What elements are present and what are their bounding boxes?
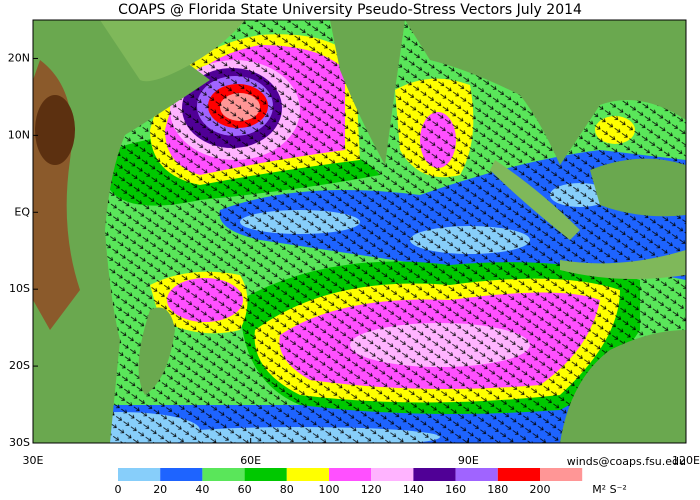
colorbar-label: 100	[319, 483, 340, 496]
map-field	[33, 20, 686, 443]
colorbar-label: 160	[445, 483, 466, 496]
lon-tick-label: 120E	[672, 454, 700, 467]
colorbar-swatch	[244, 468, 287, 481]
colorbar-label: 120	[361, 483, 382, 496]
colorbar-label: 20	[153, 483, 167, 496]
colorbar-label: 180	[487, 483, 508, 496]
colorbar-unit: M² S⁻²	[592, 483, 627, 496]
colorbar-swatch	[371, 468, 414, 481]
colorbar-swatch	[118, 468, 161, 481]
colorbar-label: 40	[195, 483, 209, 496]
lat-tick-label: EQ	[14, 205, 30, 218]
colorbar-label: 140	[403, 483, 424, 496]
lat-tick-label: 20S	[9, 359, 30, 372]
lat-tick-label: 20N	[8, 51, 30, 64]
colorbar-swatch	[329, 468, 372, 481]
lat-tick-label: 10N	[8, 128, 30, 141]
map-title: COAPS @ Florida State University Pseudo-…	[118, 2, 582, 18]
colorbar-swatch	[455, 468, 498, 481]
colorbar-swatch	[497, 468, 540, 481]
colorbar-label: 200	[530, 483, 551, 496]
colorbar-swatch	[540, 468, 583, 481]
credit: winds@coaps.fsu.edu	[567, 455, 686, 468]
lon-tick-label: 60E	[240, 454, 261, 467]
colorbar-swatch	[202, 468, 245, 481]
lon-tick-label: 30E	[23, 454, 44, 467]
colorbar-label: 60	[238, 483, 252, 496]
colorbar-swatch	[413, 468, 456, 481]
colorbar-label: 80	[280, 483, 294, 496]
lat-tick-label: 30S	[9, 436, 30, 449]
map-frame	[32, 19, 687, 444]
lon-tick-label: 90E	[458, 454, 479, 467]
colorbar-swatch	[160, 468, 203, 481]
colorbar-label: 0	[115, 483, 122, 496]
colorbar-swatch	[286, 468, 329, 481]
lat-tick-label: 10S	[9, 282, 30, 295]
